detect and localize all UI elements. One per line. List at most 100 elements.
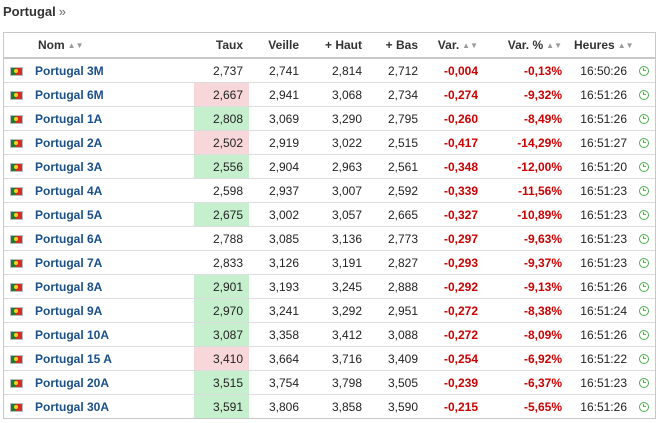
- var-pct-cell: -9,37%: [484, 250, 568, 275]
- bas-cell: 2,827: [368, 250, 424, 275]
- instrument-link[interactable]: Portugal 1A: [35, 111, 103, 126]
- col-header-nom[interactable]: Nom ▲▼: [4, 33, 194, 59]
- clock-icon[interactable]: [639, 185, 649, 196]
- table-row[interactable]: Portugal 3A 2,556 2,904 2,963 2,561 -0,348 -12…: [4, 154, 655, 179]
- clock-icon[interactable]: [639, 209, 649, 220]
- col-header-var[interactable]: Var. ▲▼: [424, 33, 484, 59]
- instrument-cell: Portugal 1A: [4, 106, 194, 131]
- instrument-link[interactable]: Portugal 6M: [35, 87, 104, 102]
- portugal-flag-icon: [10, 258, 23, 268]
- var-pct-cell: -8,49%: [484, 106, 568, 131]
- time-value: 16:51:26: [580, 399, 627, 414]
- instrument-cell: Portugal 8A: [4, 274, 194, 299]
- haut-cell: 3,068: [305, 82, 368, 107]
- clock-icon[interactable]: [639, 137, 649, 148]
- breadcrumb-separator: »: [58, 4, 66, 19]
- table-header-row: Nom ▲▼ Taux Veille + Haut + Bas Var. ▲▼ Va…: [4, 33, 655, 59]
- clock-icon[interactable]: [639, 353, 649, 364]
- instrument-link[interactable]: Portugal 3M: [35, 63, 104, 78]
- instrument-link[interactable]: Portugal 9A: [35, 303, 103, 318]
- table-row[interactable]: Portugal 1A 2,808 3,069 3,290 2,795 -0,260 -8,…: [4, 106, 655, 131]
- portugal-flag-icon: [10, 234, 23, 244]
- col-header-bas[interactable]: + Bas: [368, 33, 424, 59]
- var-pct-cell: -11,56%: [484, 178, 568, 203]
- haut-cell: 3,191: [305, 250, 368, 275]
- instrument-link[interactable]: Portugal 6A: [35, 231, 103, 246]
- instrument-link[interactable]: Portugal 10A: [35, 327, 110, 342]
- taux-cell: 2,970: [194, 298, 249, 323]
- haut-cell: 3,022: [305, 130, 368, 155]
- bas-cell: 3,590: [387, 399, 418, 414]
- portugal-flag-icon: [10, 378, 23, 388]
- clock-icon[interactable]: [639, 161, 649, 172]
- clock-icon[interactable]: [639, 305, 649, 316]
- table-row[interactable]: Portugal 6A 2,788 3,085 3,136 2,773 -0,297 -9,…: [4, 226, 655, 251]
- heures-cell: 16:51:23: [568, 178, 655, 203]
- var-pct-cell: -12,00%: [484, 154, 568, 179]
- page-title[interactable]: Portugal»: [3, 3, 66, 21]
- table-row[interactable]: Portugal 5A 2,675 3,002 3,057 2,665 -0,327 -10…: [4, 202, 655, 227]
- col-header-veille[interactable]: Veille: [249, 33, 305, 59]
- bas-cell: 2,665: [368, 202, 424, 227]
- clock-icon[interactable]: [639, 401, 649, 412]
- heures-cell: 16:50:26: [568, 58, 655, 83]
- heures-cell: 16:51:26: [568, 322, 655, 347]
- instrument-link[interactable]: Portugal 15 A: [35, 351, 112, 366]
- clock-icon[interactable]: [639, 257, 649, 268]
- instrument-cell: Portugal 30A: [4, 395, 194, 419]
- instrument-link[interactable]: Portugal 8A: [35, 279, 103, 294]
- sort-icon: ▲▼: [546, 41, 562, 50]
- instrument-link[interactable]: Portugal 30A: [35, 399, 110, 414]
- veille-cell: 3,664: [249, 346, 305, 371]
- clock-icon[interactable]: [639, 377, 649, 388]
- heures-cell: 16:51:23: [568, 202, 655, 227]
- table-row[interactable]: Portugal 9A 2,970 3,241 3,292 2,951 -0,272 -8,…: [4, 298, 655, 323]
- portugal-flag-icon: [10, 354, 23, 364]
- veille-cell: 3,754: [249, 370, 305, 395]
- time-value: 16:51:20: [580, 159, 627, 174]
- taux-cell: 3,591: [194, 394, 249, 418]
- table-row[interactable]: Portugal 20A 3,515 3,754 3,798 3,505 -0,239 -6…: [4, 370, 655, 395]
- table-row[interactable]: Portugal 7A 2,833 3,126 3,191 2,827 -0,293 -9,…: [4, 250, 655, 275]
- col-header-haut[interactable]: + Haut: [305, 33, 368, 59]
- table-body: Portugal 3M 2,737 2,741 2,814 2,712 -0,004 -0,…: [4, 58, 655, 418]
- time-value: 16:51:24: [580, 303, 627, 318]
- haut-cell: 2,814: [305, 58, 368, 83]
- clock-icon[interactable]: [639, 89, 649, 100]
- bas-cell: 2,561: [368, 154, 424, 179]
- haut-cell: 3,007: [305, 178, 368, 203]
- clock-icon[interactable]: [639, 233, 649, 244]
- heures-cell: 16:51:27: [568, 130, 655, 155]
- instrument-link[interactable]: Portugal 2A: [35, 135, 103, 150]
- time-value: 16:51:23: [580, 375, 627, 390]
- col-header-var-pct[interactable]: Var. % ▲▼: [484, 33, 568, 59]
- table-row[interactable]: Portugal 10A 3,087 3,358 3,412 3,088 -0,272 -8…: [4, 322, 655, 347]
- instrument-link[interactable]: Portugal 20A: [35, 375, 110, 390]
- table-row[interactable]: Portugal 2A 2,502 2,919 3,022 2,515 -0,417 -14…: [4, 130, 655, 155]
- table-row[interactable]: Portugal 3M 2,737 2,741 2,814 2,712 -0,004 -0,…: [4, 58, 655, 83]
- var-cell: -0,297: [424, 226, 484, 251]
- table-row[interactable]: Portugal 4A 2,598 2,937 3,007 2,592 -0,339 -11…: [4, 178, 655, 203]
- clock-icon[interactable]: [639, 329, 649, 340]
- instrument-link[interactable]: Portugal 7A: [35, 255, 103, 270]
- table-row[interactable]: Portugal 6M 2,667 2,941 3,068 2,734 -0,274 -9,…: [4, 82, 655, 107]
- taux-cell: 2,556: [194, 154, 249, 179]
- instrument-link[interactable]: Portugal 5A: [35, 207, 103, 222]
- instrument-link[interactable]: Portugal 4A: [35, 183, 103, 198]
- clock-icon[interactable]: [639, 65, 649, 76]
- col-header-heures[interactable]: Heures ▲▼: [568, 33, 655, 59]
- instrument-cell: Portugal 15 A: [4, 346, 194, 371]
- time-value: 16:51:23: [580, 207, 627, 222]
- var-pct-cell: -9,63%: [484, 226, 568, 251]
- haut-cell: 3,245: [305, 274, 368, 299]
- instrument-link[interactable]: Portugal 3A: [35, 159, 103, 174]
- portugal-flag-icon: [10, 282, 23, 292]
- table-row[interactable]: Portugal 15 A 3,410 3,664 3,716 3,409 -0,254-…: [4, 346, 655, 371]
- table-row[interactable]: Portugal 30A 3,591 3,806 3,858 3,590 -0,215 -5…: [4, 394, 655, 419]
- clock-icon[interactable]: [639, 113, 649, 124]
- portugal-flag-icon: [10, 162, 23, 172]
- col-header-taux[interactable]: Taux: [194, 33, 249, 59]
- clock-icon[interactable]: [639, 281, 649, 292]
- table-row[interactable]: Portugal 8A 2,901 3,193 3,245 2,888 -0,292 -9,…: [4, 274, 655, 299]
- time-value: 16:51:23: [580, 183, 627, 198]
